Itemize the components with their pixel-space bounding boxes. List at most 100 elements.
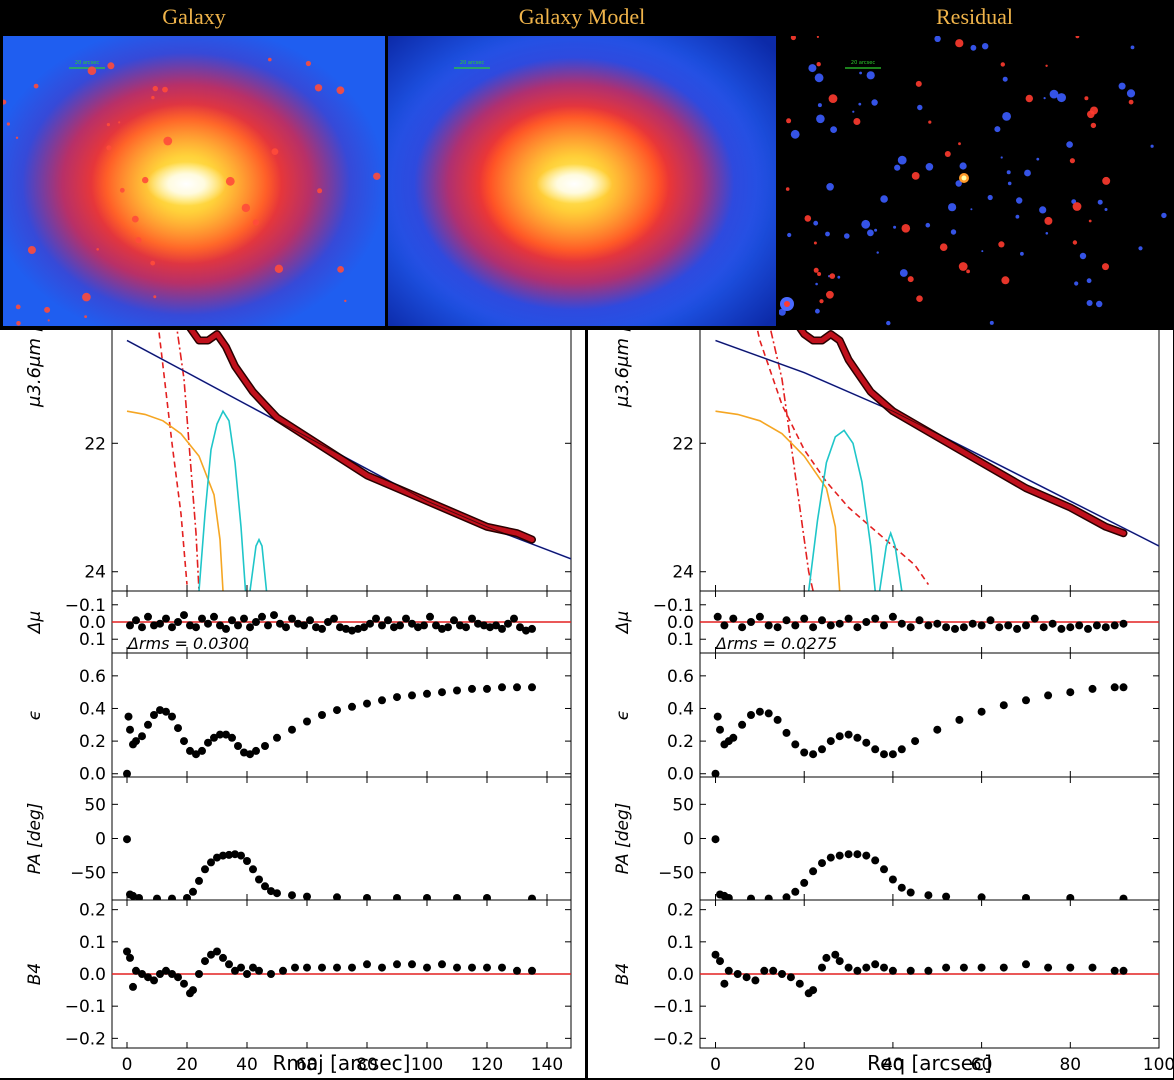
data-point [267,887,275,896]
data-point [1057,624,1066,633]
source-dot [959,162,967,170]
data-point [402,614,410,623]
data-point [486,623,494,632]
mu-axes: 1618202224 [84,12,572,592]
data-point [450,616,458,625]
source-dot [1000,62,1005,67]
data-point [384,616,392,625]
source-dot [925,222,931,228]
data-point [483,963,491,972]
source-dot [786,118,792,124]
dmu-y-axis-label: Δμ [613,611,633,636]
y-tick-label: −0.2 [65,1029,106,1049]
data-point [144,720,152,729]
source-dot [1036,157,1040,161]
data-point [933,725,942,734]
data-point [733,970,742,978]
source-dot [336,86,345,95]
data-point [408,619,416,628]
data-point [906,623,915,632]
source-dot [944,151,951,157]
source-dot [1097,199,1103,205]
pa-series [711,835,1128,900]
data-point [222,730,230,739]
data-point [528,894,536,900]
data-point [1022,960,1030,969]
source-dot [1072,202,1082,211]
source-dot [825,231,830,237]
data-point [180,737,188,746]
data-point [1110,621,1119,630]
data-point [237,963,245,972]
data-point [378,621,386,630]
source-dot [950,229,957,235]
data-point [124,712,133,721]
data-point [303,892,311,900]
data-point [906,966,915,975]
data-point [258,612,266,621]
data-point [264,621,272,630]
residual-image: 20 arcsec [779,36,1170,326]
source-dot [84,315,87,318]
b4-series [700,950,1159,998]
data-point [871,614,880,623]
data-point [835,619,844,628]
data-point [880,865,888,874]
data-point [498,624,506,633]
data-point [1066,688,1075,697]
y-tick-label: −0.1 [653,596,694,616]
source-dot [998,241,1005,248]
data-point [462,623,470,632]
model-bar-line [715,410,841,591]
pa-frame [699,776,1160,901]
source-dot [817,103,822,108]
data-point [123,947,131,956]
data-point [291,963,299,972]
source-dot [897,155,907,165]
data-point [168,712,176,721]
scale-bar-label: 20 arcsec [460,60,484,66]
data-point [174,973,182,982]
data-point [156,970,164,978]
y-tick-label: 0.0 [79,613,106,633]
y-tick-label: 0.6 [667,667,694,687]
source-dot [27,246,36,254]
profile-panel-major-axis: 1618202224NGC 4371Major-axis profileμ3.6… [0,12,585,1078]
data-point [1066,963,1075,972]
source-dot [813,241,817,245]
source-dot [271,148,279,155]
source-dot [899,269,908,277]
pa-frame [111,776,572,901]
eps-series [711,683,1128,777]
y-tick-label: 0 [95,830,106,850]
source-dot [96,248,99,251]
data-point [844,963,853,972]
y-tick-label: 0.0 [79,965,106,985]
data-point [126,725,134,734]
x-tick-label: 40 [882,1055,904,1075]
data-point [1092,621,1101,630]
source-dot [817,272,822,276]
data-point [716,957,724,966]
data-point [1088,684,1097,693]
y-tick-label: 50 [84,795,106,815]
data-point [186,746,194,755]
data-point [924,621,933,630]
data-point [809,750,818,759]
model-barlens-line [126,230,200,591]
data-point [888,875,897,884]
data-point [303,963,311,972]
data-point [724,966,733,975]
data-point [773,623,782,632]
data-point [132,616,140,625]
source-dot [1075,36,1080,39]
data-point [778,970,786,978]
source-dot [152,85,158,92]
data-point [330,614,338,623]
source-dot [958,142,961,146]
data-point [1088,963,1097,972]
source-dot [1088,219,1092,223]
y-tick-label: 0.1 [667,630,694,650]
data-point [123,835,131,844]
